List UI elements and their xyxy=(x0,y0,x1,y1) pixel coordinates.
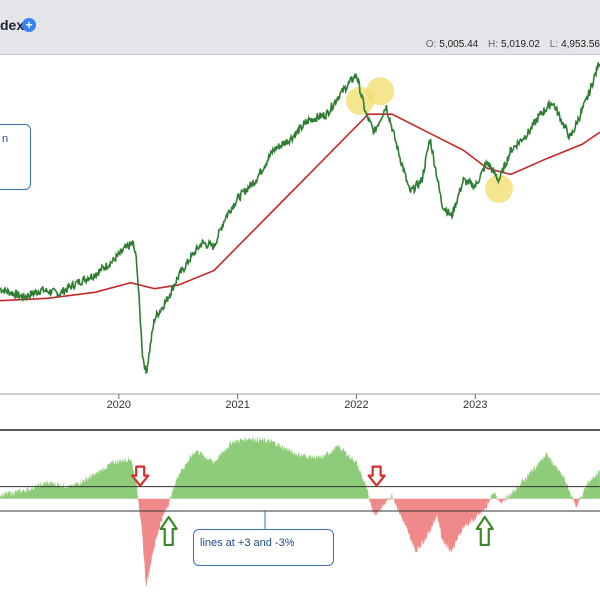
x-tick-label-2023: 2023 xyxy=(463,399,487,411)
low-value: 4,953.56 xyxy=(561,39,600,50)
highlight-marker-1 xyxy=(366,77,395,106)
chart-title: dex xyxy=(0,17,25,33)
high-value: 5,019.02 xyxy=(501,39,540,50)
x-tick-label-2020: 2020 xyxy=(107,399,131,411)
price-panel[interactable] xyxy=(0,54,600,394)
high-label: H: xyxy=(488,39,498,50)
signal-arrows xyxy=(131,465,494,547)
oscillator-layer xyxy=(0,436,600,587)
annotation-callout-top-text: n xyxy=(2,133,9,145)
annotation-callout-bottom: lines at +3 and -3% xyxy=(193,529,334,566)
price-line xyxy=(0,62,600,375)
buy-arrow-icon-3 xyxy=(475,515,494,547)
annotation-callout-top: n xyxy=(0,124,31,190)
x-tick-label-2022: 2022 xyxy=(344,399,368,411)
x-tick-label-2021: 2021 xyxy=(225,399,249,411)
ohlc-readout: O: 5,005.44 H: 5,019.02 L: 4,953.56 xyxy=(426,39,600,50)
moving-average-layer xyxy=(0,113,600,302)
annotation-callout-bottom-text: lines at +3 and -3% xyxy=(200,537,295,549)
highlight-marker-2 xyxy=(485,174,514,203)
threshold-lines xyxy=(0,486,600,512)
sell-arrow-icon-0 xyxy=(131,465,150,487)
add-indicator-icon[interactable]: + xyxy=(22,18,36,32)
oscillator-negative-area xyxy=(0,498,600,587)
price-layer xyxy=(0,62,600,375)
moving-average-line xyxy=(0,113,600,302)
open-value: 5,005.44 xyxy=(439,39,479,50)
buy-arrow-icon-1 xyxy=(159,515,178,547)
low-label: L: xyxy=(549,39,559,50)
sell-arrow-icon-2 xyxy=(367,465,386,487)
highlight-markers xyxy=(346,77,514,203)
open-label: O: xyxy=(425,39,437,50)
oscillator-positive-area xyxy=(0,436,600,499)
chart-header: dex + O: 5,005.44 H: 5,019.02 L: 4,953.56 xyxy=(0,0,600,55)
